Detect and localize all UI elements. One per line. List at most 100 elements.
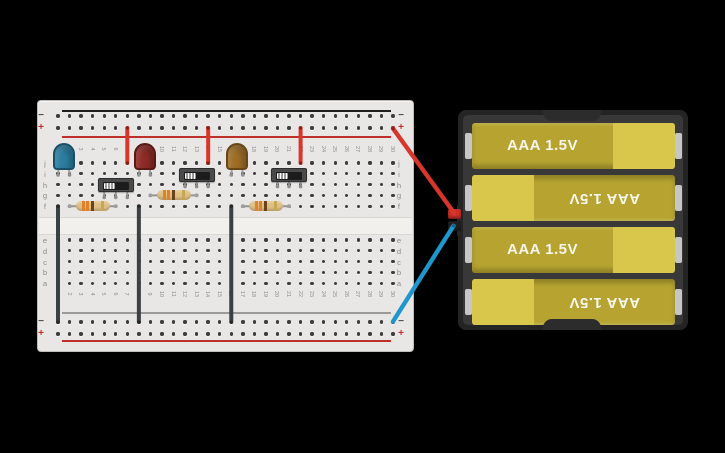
breadboard-hole[interactable] — [379, 126, 384, 130]
breadboard-hole[interactable] — [379, 270, 384, 275]
breadboard-hole[interactable] — [275, 281, 280, 285]
negative-terminal[interactable] — [448, 220, 461, 231]
breadboard-hole[interactable] — [345, 204, 349, 208]
breadboard-hole[interactable] — [241, 270, 245, 275]
breadboard-hole[interactable] — [333, 126, 337, 130]
breadboard-hole[interactable] — [252, 238, 257, 242]
breadboard-hole[interactable] — [379, 114, 384, 118]
breadboard-hole[interactable] — [183, 281, 187, 285]
breadboard-hole[interactable] — [287, 259, 291, 264]
breadboard-hole[interactable] — [79, 281, 83, 285]
breadboard-hole[interactable] — [345, 193, 349, 198]
breadboard-hole[interactable] — [218, 259, 222, 264]
breadboard-hole[interactable] — [194, 126, 199, 130]
breadboard-hole[interactable] — [310, 172, 314, 176]
breadboard-hole[interactable] — [206, 204, 210, 208]
breadboard-hole[interactable] — [137, 270, 141, 275]
breadboard-hole[interactable] — [345, 259, 349, 264]
breadboard-hole[interactable] — [56, 182, 60, 187]
breadboard-hole[interactable] — [345, 320, 349, 324]
breadboard-hole[interactable] — [333, 332, 337, 336]
breadboard-hole[interactable] — [321, 332, 326, 336]
breadboard-hole[interactable] — [321, 193, 326, 198]
breadboard-hole[interactable] — [287, 270, 291, 275]
breadboard-hole[interactable] — [148, 114, 153, 118]
breadboard-hole[interactable] — [56, 332, 60, 336]
breadboard-hole[interactable] — [229, 126, 233, 130]
breadboard-hole[interactable] — [345, 126, 349, 130]
breadboard-hole[interactable] — [379, 281, 384, 285]
breadboard-hole[interactable] — [90, 270, 95, 275]
breadboard-hole[interactable] — [114, 270, 118, 275]
breadboard-hole[interactable] — [368, 238, 372, 242]
breadboard-hole[interactable] — [194, 238, 199, 242]
breadboard-hole[interactable] — [287, 114, 291, 118]
breadboard-hole[interactable] — [356, 270, 361, 275]
breadboard-hole[interactable] — [356, 249, 361, 253]
breadboard-hole[interactable] — [114, 259, 118, 264]
breadboard-hole[interactable] — [229, 193, 233, 198]
breadboard-hole[interactable] — [356, 281, 361, 285]
breadboard-hole[interactable] — [333, 172, 337, 176]
breadboard-hole[interactable] — [114, 161, 118, 165]
breadboard-hole[interactable] — [368, 270, 372, 275]
breadboard-hole[interactable] — [137, 281, 141, 285]
breadboard-hole[interactable] — [298, 281, 303, 285]
breadboard-hole[interactable] — [79, 249, 83, 253]
breadboard-hole[interactable] — [137, 332, 141, 336]
breadboard-hole[interactable] — [275, 238, 280, 242]
breadboard-hole[interactable] — [252, 193, 257, 198]
breadboard-hole[interactable] — [333, 281, 337, 285]
breadboard-hole[interactable] — [56, 126, 60, 130]
breadboard-hole[interactable] — [356, 259, 361, 264]
breadboard-hole[interactable] — [368, 182, 372, 187]
breadboard-hole[interactable] — [125, 259, 129, 264]
breadboard-hole[interactable] — [379, 204, 384, 208]
breadboard-hole[interactable] — [171, 281, 176, 285]
breadboard-hole[interactable] — [252, 172, 257, 176]
breadboard-hole[interactable] — [368, 259, 372, 264]
breadboard-hole[interactable] — [310, 182, 314, 187]
breadboard-hole[interactable] — [287, 204, 291, 208]
breadboard-hole[interactable] — [160, 259, 164, 264]
breadboard-hole[interactable] — [333, 182, 337, 187]
breadboard-hole[interactable] — [264, 193, 268, 198]
breadboard-hole[interactable] — [333, 320, 337, 324]
breadboard-hole[interactable] — [90, 332, 95, 336]
breadboard-hole[interactable] — [125, 249, 129, 253]
breadboard-hole[interactable] — [264, 320, 268, 324]
breadboard-hole[interactable] — [206, 249, 210, 253]
breadboard-hole[interactable] — [218, 126, 222, 130]
breadboard-hole[interactable] — [79, 182, 83, 187]
breadboard-hole[interactable] — [160, 182, 164, 187]
breadboard-hole[interactable] — [56, 238, 60, 242]
breadboard-hole[interactable] — [241, 193, 245, 198]
breadboard-hole[interactable] — [298, 259, 303, 264]
breadboard-hole[interactable] — [241, 320, 245, 324]
breadboard-hole[interactable] — [310, 193, 314, 198]
breadboard-hole[interactable] — [90, 114, 95, 118]
breadboard-hole[interactable] — [229, 114, 233, 118]
breadboard-hole[interactable] — [241, 204, 245, 208]
breadboard-hole[interactable] — [148, 259, 153, 264]
breadboard-hole[interactable] — [160, 320, 164, 324]
breadboard-hole[interactable] — [206, 270, 210, 275]
breadboard-hole[interactable] — [310, 238, 314, 242]
breadboard-hole[interactable] — [160, 204, 164, 208]
breadboard-hole[interactable] — [148, 126, 153, 130]
breadboard-hole[interactable] — [102, 270, 106, 275]
slide-switch-2[interactable] — [178, 167, 215, 182]
breadboard-hole[interactable] — [368, 126, 372, 130]
breadboard-hole[interactable] — [102, 259, 106, 264]
breadboard-hole[interactable] — [194, 320, 199, 324]
breadboard-hole[interactable] — [79, 126, 83, 130]
breadboard-hole[interactable] — [67, 270, 72, 275]
breadboard-hole[interactable] — [125, 270, 129, 275]
breadboard-hole[interactable] — [379, 182, 384, 187]
breadboard-hole[interactable] — [356, 320, 361, 324]
breadboard-hole[interactable] — [310, 126, 314, 130]
breadboard-hole[interactable] — [252, 182, 257, 187]
breadboard-hole[interactable] — [67, 259, 72, 264]
breadboard-hole[interactable] — [137, 182, 141, 187]
breadboard-hole[interactable] — [345, 281, 349, 285]
